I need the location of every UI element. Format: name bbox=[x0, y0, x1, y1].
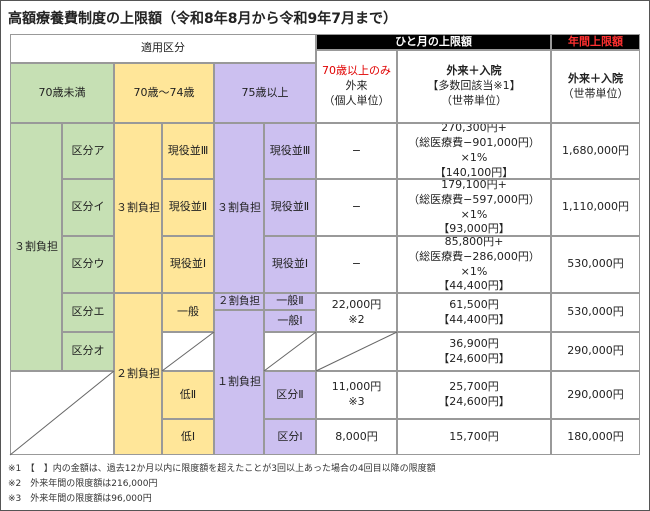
row-e-limit-base: 61,500円 bbox=[449, 297, 499, 311]
row-a-outpatient: − bbox=[316, 123, 397, 179]
row-a-limit: 270,300円+ （総医療費−901,000円）×1% 【140,100円】 bbox=[397, 123, 551, 179]
combined-label: 外来＋入院 bbox=[446, 64, 502, 78]
row-i-annual: 1,110,000円 bbox=[551, 179, 640, 236]
header-annual-limit: 年間上限額 bbox=[551, 34, 640, 50]
header-combined: 外来＋入院 【多数回該当※1】 （世帯単位） bbox=[397, 50, 551, 123]
row-u-outpatient: − bbox=[316, 236, 397, 293]
row-a-sub70: 現役並Ⅲ bbox=[162, 123, 214, 179]
outpatient-label: 外来 bbox=[345, 79, 368, 93]
header-annual: 外来＋入院 （世帯単位） bbox=[551, 50, 640, 123]
row-low-under70-empty bbox=[10, 371, 114, 455]
annual-unit: （世帯単位） bbox=[562, 86, 629, 100]
row-o-category: 区分オ bbox=[62, 332, 114, 371]
outpatient-unit: （個人単位） bbox=[323, 93, 390, 107]
row-low2-limit-base: 25,700円 bbox=[449, 380, 499, 394]
row-low1-sub70: 低Ⅰ bbox=[162, 419, 214, 455]
header-outpatient: 70歳以上のみ 外来 （個人単位） bbox=[316, 50, 397, 123]
row-e-sub75b: 一般Ⅰ bbox=[264, 310, 316, 332]
header-under70: 70歳未満 bbox=[10, 63, 114, 123]
row-low2-outpatient-amount: 11,000円 bbox=[331, 380, 382, 394]
row-a-category: 区分ア bbox=[62, 123, 114, 179]
row-e-outpatient-note: ※2 bbox=[348, 312, 365, 326]
row-low2-outpatient: 11,000円 ※3 bbox=[316, 371, 397, 419]
header-monthly-limit: ひと月の上限額 bbox=[316, 34, 551, 50]
combined-note: 【多数回該当※1】 bbox=[427, 79, 521, 93]
group-75-2wari: ２割負担 bbox=[214, 293, 264, 310]
row-low2-sub75: 区分Ⅱ bbox=[264, 371, 316, 419]
row-low2-outpatient-note: ※3 bbox=[348, 395, 365, 408]
group-70-74-2wari: ２割負担 bbox=[114, 293, 162, 455]
combined-unit: （世帯単位） bbox=[441, 93, 507, 107]
group-75-3wari: ３割負担 bbox=[214, 123, 264, 293]
row-a-annual: 1,680,000円 bbox=[551, 123, 640, 179]
group-under70-3wari: ３割負担 bbox=[10, 123, 62, 371]
row-low1-annual: 180,000円 bbox=[551, 419, 640, 455]
row-u-annual: 530,000円 bbox=[551, 236, 640, 293]
row-e-sub70: 一般 bbox=[162, 293, 214, 332]
row-a-limit-formula: （総医療費−901,000円）×1% bbox=[408, 136, 540, 164]
row-o-annual: 290,000円 bbox=[551, 332, 640, 371]
group-70-74-3wari: ３割負担 bbox=[114, 123, 162, 293]
row-u-sub70: 現役並Ⅰ bbox=[162, 236, 214, 293]
header-75plus: 75歳以上 bbox=[214, 63, 316, 123]
row-o-outpatient-empty bbox=[316, 332, 397, 371]
annual-combined-label: 外来＋入院 bbox=[568, 71, 623, 85]
group-75-1wari: １割負担 bbox=[214, 310, 264, 455]
row-e-limit: 61,500円 【44,400円】 bbox=[397, 293, 551, 332]
row-a-limit-multiple: 【140,100円】 bbox=[434, 165, 514, 179]
row-e-outpatient-amount: 22,000円 bbox=[331, 297, 382, 311]
row-i-limit-multiple: 【93,000円】 bbox=[438, 222, 510, 236]
header-category: 適用区分 bbox=[10, 34, 316, 63]
row-low1-sub75: 区分Ⅰ bbox=[264, 419, 316, 455]
row-i-outpatient: − bbox=[316, 179, 397, 236]
row-low2-sub70: 低Ⅱ bbox=[162, 371, 214, 419]
row-i-sub75: 現役並Ⅱ bbox=[264, 179, 316, 236]
row-i-category: 区分イ bbox=[62, 179, 114, 236]
row-i-sub70: 現役並Ⅱ bbox=[162, 179, 214, 236]
row-e-limit-multiple: 【44,400円】 bbox=[438, 312, 510, 326]
row-low1-limit: 15,700円 bbox=[397, 419, 551, 455]
row-a-sub75: 現役並Ⅲ bbox=[264, 123, 316, 179]
row-i-limit-formula: （総医療費−597,000円）×1% bbox=[408, 192, 540, 221]
row-u-category: 区分ウ bbox=[62, 236, 114, 293]
row-e-sub75a: 一般Ⅱ bbox=[264, 293, 316, 310]
note-3: ※3 外来年間の限度額は96,000円 bbox=[8, 494, 152, 504]
header-70-74: 70歳〜74歳 bbox=[114, 63, 214, 123]
row-low2-limit: 25,700円 【24,600円】 bbox=[397, 371, 551, 419]
row-low2-annual: 290,000円 bbox=[551, 371, 640, 419]
row-o-limit-base: 36,900円 bbox=[449, 336, 499, 350]
row-low2-limit-multiple: 【24,600円】 bbox=[438, 395, 510, 408]
row-u-limit-multiple: 【44,400円】 bbox=[438, 279, 510, 293]
row-a-limit-base: 270,300円+ bbox=[441, 123, 507, 135]
row-low1-outpatient: 8,000円 bbox=[316, 419, 397, 455]
note-2: ※2 外来年間の限度額は216,000円 bbox=[8, 479, 158, 489]
page-title: 高額療養費制度の上限額（令和8年8月から令和9年7月まで） bbox=[8, 11, 397, 27]
row-i-limit-base: 179,100円+ bbox=[441, 179, 507, 191]
row-u-sub75: 現役並Ⅰ bbox=[264, 236, 316, 293]
row-u-limit-base: 85,800円+ bbox=[444, 236, 504, 248]
outpatient-only-note: 70歳以上のみ bbox=[322, 64, 391, 78]
row-o-sub70-empty bbox=[162, 332, 214, 371]
row-e-category: 区分エ bbox=[62, 293, 114, 332]
row-o-limit-multiple: 【24,600円】 bbox=[438, 351, 510, 365]
row-o-limit: 36,900円 【24,600円】 bbox=[397, 332, 551, 371]
row-e-annual: 530,000円 bbox=[551, 293, 640, 332]
note-1: ※1 【 】内の金額は、過去12か月以内に限度額を超えたことが3回以上あった場合… bbox=[8, 464, 436, 474]
row-i-limit: 179,100円+ （総医療費−597,000円）×1% 【93,000円】 bbox=[397, 179, 551, 236]
row-e-outpatient: 22,000円 ※2 bbox=[316, 293, 397, 332]
row-u-limit-formula: （総医療費−286,000円）×1% bbox=[408, 249, 540, 278]
row-o-sub75-empty bbox=[264, 332, 316, 371]
row-u-limit: 85,800円+ （総医療費−286,000円）×1% 【44,400円】 bbox=[397, 236, 551, 293]
